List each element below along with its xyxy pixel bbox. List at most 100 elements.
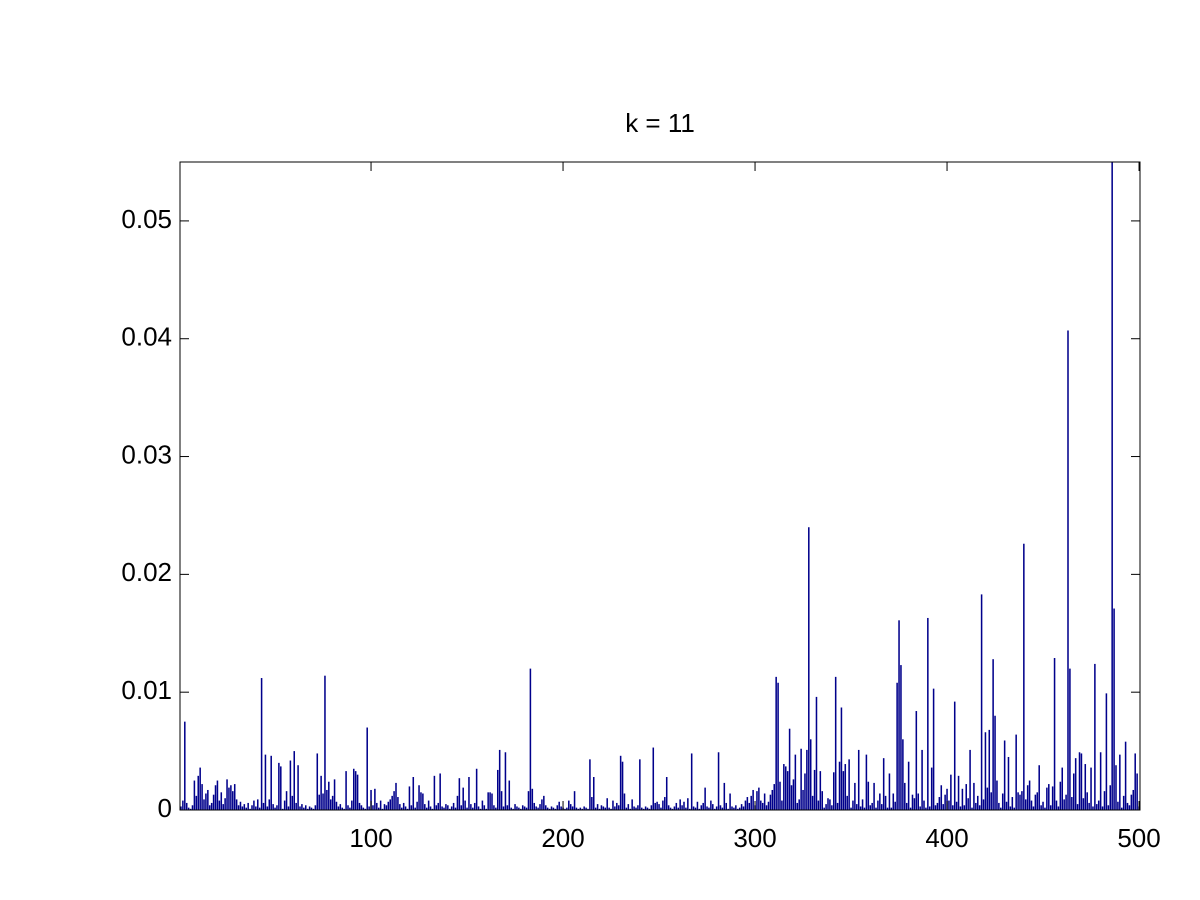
bar — [702, 802, 704, 810]
bar — [529, 668, 532, 810]
x-tick-label: 200 — [541, 823, 584, 853]
bar — [706, 806, 708, 810]
bar — [1003, 740, 1006, 810]
bar — [439, 773, 441, 810]
bar — [370, 789, 372, 810]
bar — [1115, 765, 1117, 810]
bar — [207, 789, 209, 810]
bar — [783, 764, 785, 810]
bar — [608, 807, 610, 810]
plot-frame — [179, 161, 1141, 811]
bar — [1011, 797, 1014, 810]
bar — [208, 805, 211, 810]
bar — [420, 792, 422, 810]
bar — [362, 807, 365, 810]
bar — [201, 784, 203, 810]
bar — [235, 799, 238, 810]
bar — [928, 806, 931, 810]
bar — [1051, 786, 1054, 810]
bar — [487, 792, 489, 810]
bar — [617, 805, 620, 810]
bar — [1026, 785, 1029, 810]
bar — [337, 806, 340, 810]
bar — [790, 785, 793, 810]
bar — [614, 806, 616, 810]
bar — [984, 732, 987, 810]
bar — [191, 805, 194, 810]
bar — [923, 800, 925, 810]
bar — [992, 659, 994, 810]
bar — [1084, 764, 1087, 810]
bar — [748, 802, 751, 810]
bar — [786, 771, 789, 810]
bar — [184, 721, 186, 810]
bar — [468, 777, 470, 810]
bar — [738, 807, 741, 810]
bar — [531, 788, 534, 810]
bar — [844, 764, 847, 810]
bar — [379, 800, 382, 810]
bar — [781, 800, 783, 810]
bar — [848, 759, 850, 810]
bar — [232, 791, 234, 810]
bar — [1001, 793, 1004, 810]
bar — [1044, 807, 1046, 810]
bar — [771, 789, 774, 810]
bar — [1128, 805, 1131, 810]
bar — [990, 792, 992, 810]
bar — [744, 800, 747, 810]
bar — [760, 800, 762, 810]
bar — [473, 802, 476, 810]
bar — [1019, 794, 1021, 810]
bar — [775, 676, 777, 810]
bar — [725, 802, 728, 810]
bar — [589, 759, 591, 810]
bar — [1130, 794, 1133, 810]
bar — [973, 782, 975, 810]
bar — [736, 808, 739, 810]
bar — [842, 771, 845, 810]
bar — [982, 799, 985, 810]
bar — [1007, 756, 1010, 810]
bar — [959, 806, 962, 810]
bar — [784, 766, 787, 810]
bar — [727, 808, 729, 810]
bar — [907, 761, 910, 810]
bar — [224, 798, 226, 810]
bar — [825, 804, 827, 810]
bar — [1061, 767, 1064, 810]
bar — [541, 799, 543, 810]
bar — [955, 801, 958, 810]
bar — [445, 804, 447, 810]
bar — [452, 802, 455, 810]
bar — [882, 758, 885, 810]
bar — [612, 800, 614, 810]
bar — [735, 805, 737, 810]
bar — [1122, 795, 1125, 810]
bar — [270, 755, 272, 810]
bar — [829, 799, 831, 810]
bar — [345, 771, 347, 810]
bar — [817, 800, 820, 810]
bar — [675, 802, 678, 810]
bar — [329, 799, 332, 810]
bar — [335, 801, 338, 810]
bar — [909, 807, 912, 810]
bar — [218, 800, 221, 810]
bar — [575, 807, 578, 810]
bar — [852, 800, 854, 810]
bar — [475, 768, 478, 810]
bar — [1032, 806, 1035, 810]
bar — [412, 777, 415, 810]
bar — [295, 802, 297, 810]
bar — [980, 594, 983, 810]
bar — [472, 807, 474, 810]
bar — [447, 805, 449, 810]
bar — [867, 781, 870, 810]
bar — [1136, 773, 1138, 810]
y-tick-label: 0 — [158, 793, 172, 823]
bar — [537, 807, 539, 810]
bar — [1028, 780, 1031, 810]
bar — [406, 808, 409, 810]
